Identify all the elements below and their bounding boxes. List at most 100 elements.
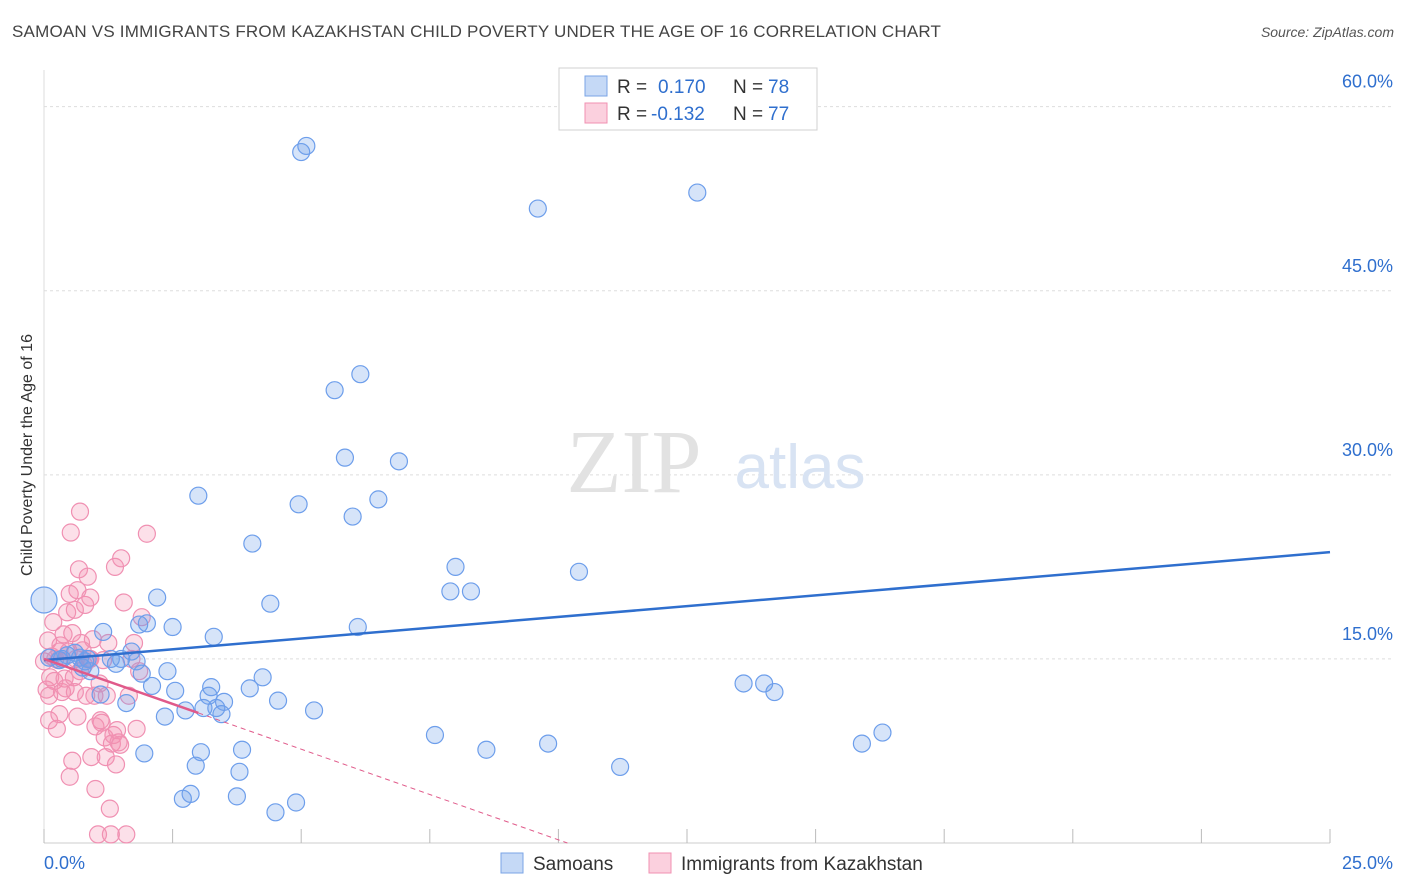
y-tick-label: 30.0% xyxy=(1342,440,1393,460)
samoans-point xyxy=(166,681,185,700)
samoans-point xyxy=(202,678,221,697)
kazakhstan-point xyxy=(114,593,133,612)
kazakhstan-point xyxy=(61,523,80,542)
legend-n-label-1: N = xyxy=(733,77,763,98)
samoans-point xyxy=(369,490,388,509)
samoans-point xyxy=(30,586,58,614)
kazakhstan-point xyxy=(63,751,82,770)
kazakhstan-point xyxy=(71,633,91,653)
kazakhstan-trend-dashed xyxy=(198,712,568,844)
kazakhstan-point xyxy=(78,567,97,586)
kazakhstan-point xyxy=(101,825,120,844)
y-axis-label: Child Poverty Under the Age of 16 xyxy=(19,334,36,576)
samoans-point xyxy=(348,617,367,637)
bottom-legend-swatch-kazakhstan xyxy=(648,852,672,874)
samoans-point xyxy=(425,725,445,745)
y-tick-label: 60.0% xyxy=(1342,72,1393,92)
bottom-legend-kazakhstan: Immigrants from Kazakhstan xyxy=(681,854,923,875)
samoans-point xyxy=(765,682,784,702)
samoans-point xyxy=(132,664,151,683)
samoans-point xyxy=(446,557,465,576)
samoans-point xyxy=(186,756,205,775)
y-tick-label: 45.0% xyxy=(1342,256,1393,276)
samoans-point xyxy=(137,614,156,633)
samoans-point xyxy=(477,740,496,759)
legend-n-label-2: N = xyxy=(733,104,763,125)
watermark-atlas: atlas xyxy=(735,433,866,502)
legend-r-value-1: 0.170 xyxy=(658,77,706,98)
kazakhstan-point xyxy=(111,735,130,754)
samoans-point xyxy=(351,365,370,384)
samoans-point xyxy=(461,582,481,601)
samoans-point xyxy=(261,594,280,613)
samoans-point xyxy=(181,784,200,804)
samoans-point xyxy=(204,627,223,646)
legend-r-value-2: -0.132 xyxy=(651,104,705,125)
kazakhstan-point xyxy=(127,719,146,738)
samoans-point xyxy=(163,617,182,637)
kazakhstan-point xyxy=(117,825,136,844)
samoans-point xyxy=(189,486,208,505)
x-tick-label-max: 25.0% xyxy=(1342,853,1393,873)
series-legend: Samoans Immigrants from Kazakhstan xyxy=(500,852,923,875)
samoans-point xyxy=(191,743,210,762)
samoans-point xyxy=(539,734,558,753)
samoans-point xyxy=(286,793,306,812)
kazakhstan-point xyxy=(68,707,87,726)
samoans-point xyxy=(91,685,110,704)
kazakhstan-point xyxy=(86,779,105,799)
kazakhstan-point xyxy=(44,613,63,632)
kazakhstan-point xyxy=(50,705,69,724)
kazakhstan-point xyxy=(106,755,126,774)
samoans-point xyxy=(611,757,630,777)
samoans-trend-line xyxy=(43,550,1331,662)
samoans-point xyxy=(253,668,272,687)
legend-r-label-1: R = xyxy=(617,77,647,98)
samoans-point xyxy=(142,676,162,696)
samoans-point xyxy=(158,662,177,681)
kazakhstan-point xyxy=(65,600,84,619)
x-tick-label-min: 0.0% xyxy=(44,853,85,873)
legend-swatch-samoans xyxy=(584,75,608,97)
samoans-point xyxy=(243,534,262,553)
bottom-legend-swatch-samoans xyxy=(500,852,524,874)
samoans-point xyxy=(852,734,871,753)
legend-n-value-2: 77 xyxy=(768,104,789,125)
kazakhstan-point xyxy=(112,549,131,568)
samoans-point xyxy=(155,707,174,726)
bottom-legend-samoans: Samoans xyxy=(533,854,613,875)
kazakhstan-point xyxy=(65,682,84,702)
samoans-point xyxy=(569,562,589,581)
samoans-point xyxy=(297,136,316,156)
kazakhstan-trend-line xyxy=(43,657,199,715)
kazakhstan-point xyxy=(137,524,156,543)
kazakhstan-point xyxy=(100,799,119,818)
gridlines xyxy=(44,106,1394,660)
samoans-point xyxy=(304,701,324,720)
samoans-point xyxy=(289,495,308,514)
watermark-zip: ZIP xyxy=(567,413,702,512)
samoans-point xyxy=(230,762,249,781)
trend-lines xyxy=(43,550,1331,844)
kazakhstan-point xyxy=(88,825,108,844)
kazakhstan-point xyxy=(60,767,79,786)
kazakhstan-point xyxy=(97,686,116,705)
samoans-point xyxy=(240,679,259,698)
samoans-point xyxy=(148,588,167,607)
samoans-point xyxy=(343,507,362,526)
samoans-point xyxy=(734,674,753,693)
kazakhstan-point xyxy=(83,630,102,649)
samoans-point xyxy=(227,787,246,806)
samoans-point xyxy=(117,693,136,713)
kazakhstan-point xyxy=(82,747,101,767)
watermark: ZIP atlas xyxy=(567,413,866,512)
kazakhstan-point xyxy=(99,633,118,653)
y-tick-label: 15.0% xyxy=(1342,624,1393,644)
samoans-point xyxy=(232,740,252,759)
kazakhstan-point xyxy=(70,502,90,521)
kazakhstan-point xyxy=(119,686,138,705)
legend-swatch-kazakhstan xyxy=(584,102,608,124)
samoans-point xyxy=(873,723,892,742)
samoans-point xyxy=(441,582,460,601)
samoans-point xyxy=(266,803,285,822)
